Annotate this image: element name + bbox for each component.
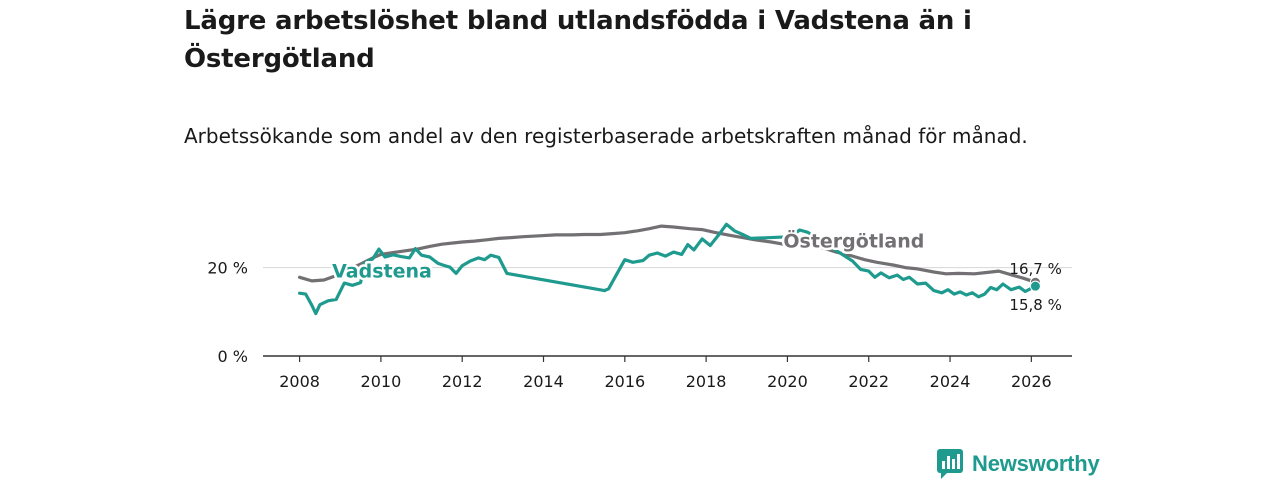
chart-subtitle: Arbetssökande som andel av den registerb… <box>184 124 1028 148</box>
newsworthy-logo-icon <box>937 449 963 479</box>
x-tick-label: 2014 <box>523 372 564 391</box>
y-tick-label: 0 % <box>218 347 248 366</box>
series-label: Vadstena <box>332 260 432 282</box>
end-value-label: 16,7 % <box>1009 260 1061 278</box>
series-label: Östergötland <box>783 229 924 253</box>
x-tick-label: 2026 <box>1011 372 1052 391</box>
x-tick-label: 2016 <box>604 372 645 391</box>
x-tick-label: 2018 <box>686 372 727 391</box>
y-tick-label: 20 % <box>207 259 248 278</box>
x-tick-label: 2010 <box>361 372 402 391</box>
x-tick-label: 2012 <box>442 372 483 391</box>
x-tick-label: 2008 <box>279 372 320 391</box>
series-line-1 <box>298 222 1037 316</box>
line-chart: 0 % 20 % 2008 2010 2012 2014 2016 2018 2020 2022 2… <box>207 222 1072 391</box>
chart-title: Lägre arbetslöshet bland utlandsfödda i … <box>184 6 972 74</box>
series-line-0 <box>298 224 1037 284</box>
x-tick-label: 2020 <box>767 372 808 391</box>
end-value-label: 15,8 % <box>1009 296 1061 314</box>
x-tick-label: 2024 <box>930 372 971 391</box>
brand-name: Newsworthy <box>972 451 1100 476</box>
x-tick-label: 2022 <box>848 372 889 391</box>
end-point-marker <box>1029 280 1041 292</box>
brand: Newsworthy <box>936 447 1100 481</box>
